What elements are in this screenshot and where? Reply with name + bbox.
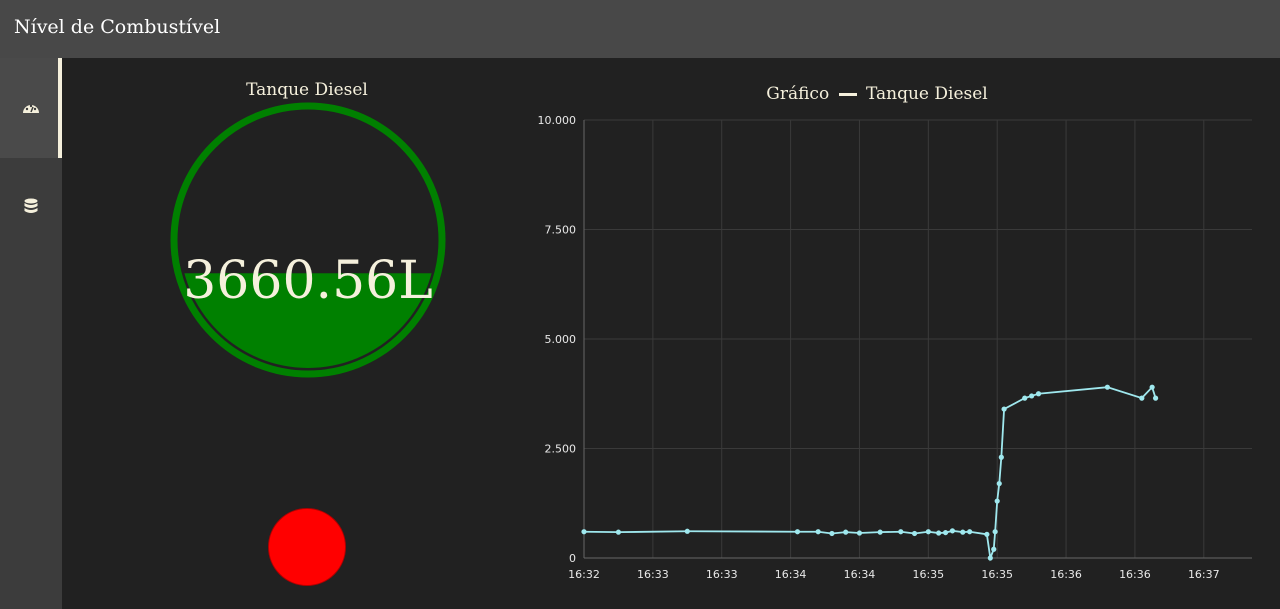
legend-swatch	[838, 93, 857, 96]
data-point	[942, 529, 949, 536]
data-point	[1022, 395, 1028, 401]
y-tick-label: 10.000	[538, 114, 577, 127]
x-tick-label: 16:34	[775, 568, 807, 581]
data-point	[996, 480, 1002, 487]
data-point	[1139, 395, 1145, 401]
sidebar-item-database[interactable]	[0, 158, 62, 258]
chart-title: Gráfico Tanque Diesel	[662, 84, 1092, 104]
data-point	[794, 529, 801, 535]
data-point	[843, 529, 849, 535]
x-tick-label: 16:32	[568, 568, 600, 581]
tank-level-gauge: 3660.56L	[170, 102, 446, 378]
x-tick-label: 16:33	[706, 568, 738, 581]
main-content: Tanque Diesel 3660.56L Gráfico Tanque Di…	[62, 58, 1280, 609]
alarm-indicator	[268, 508, 346, 586]
data-point	[1104, 384, 1110, 390]
data-point	[992, 529, 998, 535]
page-title: Nível de Combustível	[14, 16, 221, 38]
data-point	[815, 529, 821, 535]
database-icon	[24, 198, 38, 219]
x-tick-label: 16:36	[1119, 568, 1151, 581]
data-point	[1029, 393, 1035, 399]
data-point	[1001, 406, 1007, 412]
data-point	[911, 530, 918, 537]
data-point	[1149, 384, 1155, 390]
data-point	[967, 529, 973, 535]
data-point	[615, 529, 622, 535]
data-point	[1152, 395, 1159, 401]
gauge-title: Tanque Diesel	[246, 80, 368, 100]
data-point	[1035, 391, 1042, 397]
gauge-ring	[170, 102, 446, 378]
series-line	[583, 385, 1157, 562]
active-indicator	[58, 58, 62, 158]
data-point	[994, 498, 1000, 504]
x-tick-label: 16:33	[637, 568, 669, 581]
y-tick-label: 0	[569, 552, 576, 565]
data-point	[998, 454, 1004, 460]
x-tick-label: 16:36	[1050, 568, 1082, 581]
y-tick-label: 7.500	[545, 224, 577, 237]
y-tick-label: 5.000	[545, 333, 577, 346]
data-point	[856, 530, 863, 536]
data-point	[984, 531, 990, 537]
legend-label: Tanque Diesel	[866, 84, 988, 104]
x-tick-label: 16:37	[1188, 568, 1220, 581]
data-point	[991, 546, 997, 552]
dashboard-icon	[22, 99, 40, 118]
data-point	[987, 555, 993, 561]
data-point	[960, 529, 966, 535]
data-point	[581, 529, 587, 535]
chart-title-text: Gráfico	[766, 84, 830, 104]
x-tick-label: 16:35	[912, 568, 944, 581]
data-point	[898, 529, 904, 535]
gauge-value: 3660.56L	[183, 251, 433, 311]
data-point	[877, 529, 883, 535]
top-bar: Nível de Combustível	[0, 0, 1280, 58]
data-point	[936, 530, 942, 536]
x-tick-label: 16:34	[844, 568, 876, 581]
sidebar	[0, 58, 62, 609]
fuel-level-chart: 0 2.500 5.000 7.500 10.000 16:32 16:33 16:33 16:…	[538, 114, 1252, 581]
data-point	[829, 530, 835, 537]
sidebar-item-dashboard[interactable]	[0, 58, 62, 158]
x-tick-label: 16:35	[981, 568, 1013, 581]
data-point	[949, 528, 956, 534]
data-point	[925, 529, 931, 535]
data-point	[684, 528, 690, 534]
y-tick-label: 2.500	[545, 443, 577, 456]
